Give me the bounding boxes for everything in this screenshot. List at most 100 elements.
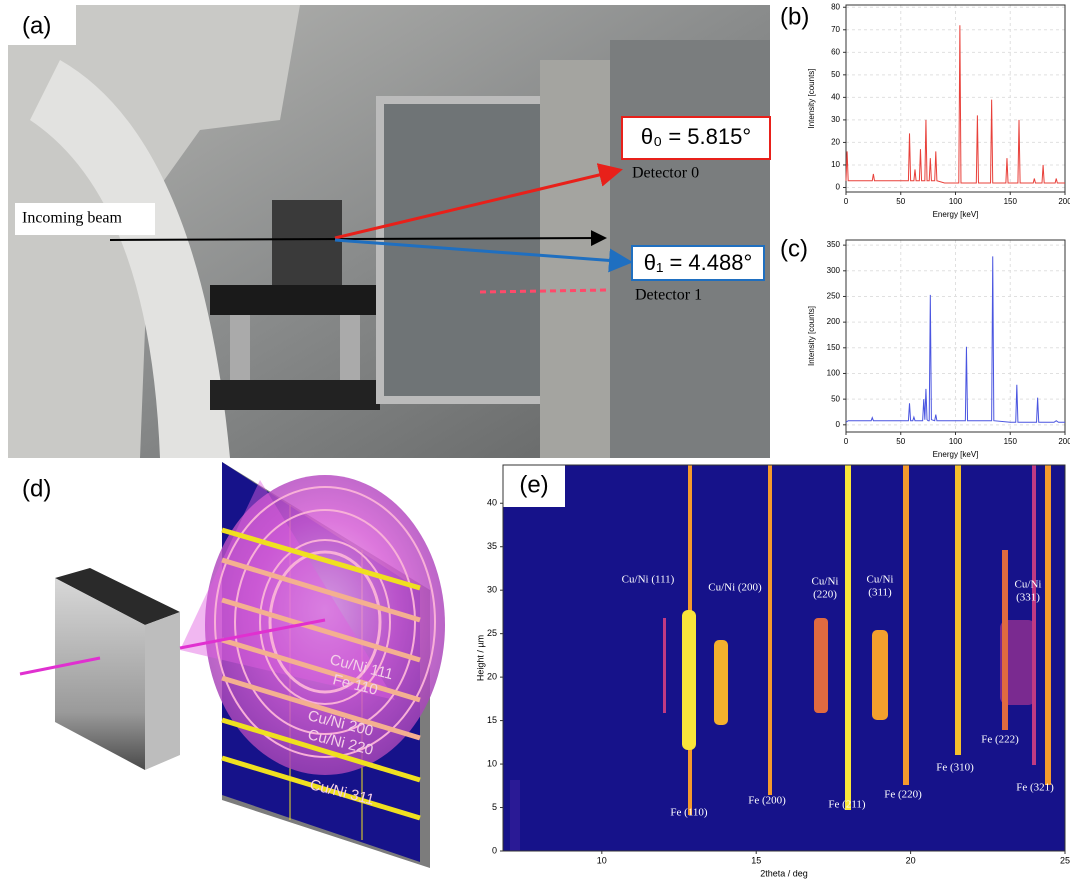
heat-streak [510, 780, 520, 851]
ring [268, 550, 382, 694]
x-tick-label: 200 [1058, 437, 1070, 446]
peak-label: Fe (222) [981, 734, 1019, 746]
photo-panel: (a) Incoming beam θ₀ = 5.815° Detector 0… [8, 5, 771, 458]
plot-frame [845, 239, 1066, 433]
slice-line [221, 557, 421, 623]
slice-line [221, 597, 421, 663]
x-tick-label: 50 [896, 437, 905, 446]
y-tick-label: 30 [487, 585, 497, 595]
peak-label: Fe (110) [670, 807, 708, 819]
y-tick-label: 15 [487, 715, 497, 725]
y-axis-label: Intensity [counts] [807, 68, 816, 128]
heat-streak [1032, 465, 1036, 765]
sample-side [145, 612, 180, 770]
slice-line [221, 755, 421, 821]
y-tick-label: 25 [487, 628, 497, 638]
x-tick-label: 20 [906, 855, 916, 865]
photo-shape [272, 200, 342, 285]
laser-line [479, 288, 611, 294]
peak-label: Cu/Ni (200) [708, 582, 762, 594]
peak-label: Cu/Ni [1015, 579, 1042, 591]
plot-frame [502, 464, 1066, 852]
y-tick-label: 150 [827, 343, 841, 352]
heat-streak [814, 618, 828, 713]
peak-label: Fe (220) [884, 789, 922, 801]
panel-label: (d) [22, 475, 51, 502]
y-tick-label: 80 [831, 2, 840, 11]
label-box [15, 203, 155, 235]
x-tick-label: 25 [1060, 855, 1070, 865]
heat-streak [872, 630, 888, 720]
y-tick-label: 200 [827, 317, 841, 326]
y-tick-label: 10 [487, 758, 497, 768]
heat-streak [768, 465, 772, 795]
panel-label: (c) [780, 235, 808, 262]
ring [214, 486, 436, 758]
x-tick-label: 150 [1004, 197, 1018, 206]
beam-arrow [109, 230, 607, 247]
x-tick-label: 100 [949, 437, 963, 446]
panel-label: (b) [780, 3, 809, 30]
diagram-panel: (d) Cu/Ni 111 Fe 110 Cu/Ni 200 Cu/Ni [19, 462, 445, 868]
x-tick-label: 50 [896, 197, 905, 206]
y-tick-label: 350 [827, 240, 841, 249]
peak-label: Fe (200) [748, 795, 786, 807]
beam-arrow [334, 238, 633, 273]
panel-label: (a) [22, 12, 51, 39]
annotation: θ₀ = 5.815° [641, 124, 751, 149]
x-axis-label: Energy [keV] [933, 450, 979, 459]
peak-label: Cu/Ni [867, 574, 894, 586]
panel-label: (e) [519, 471, 548, 498]
heatmap-image: Cu/Ni (111) Cu/Ni (200) Cu/Ni (220) Cu/N… [503, 465, 1065, 851]
y-tick-label: 70 [831, 25, 840, 34]
heat-streak [682, 610, 696, 750]
x-tick-label: 15 [751, 855, 761, 865]
label-box [8, 5, 76, 45]
plot-frame [845, 4, 1066, 193]
slice-line [221, 675, 421, 741]
y-tick-label: 5 [492, 802, 497, 812]
x-axis-label: 2theta / deg [760, 868, 808, 878]
label-box [631, 245, 765, 281]
spectrum-line [845, 256, 1065, 423]
peak-label: (220) [813, 589, 837, 601]
y-tick-label: 20 [487, 672, 497, 682]
heat-streak [663, 618, 666, 713]
heat-streak [1002, 550, 1008, 730]
annotation: Incoming beam [22, 210, 123, 227]
beam [19, 656, 101, 676]
y-tick-label: 50 [831, 70, 840, 79]
sample-top [55, 568, 180, 625]
peak-label: Fe (310) [936, 762, 974, 774]
y-tick-label: 30 [831, 115, 840, 124]
heat-streak [955, 465, 961, 755]
annotation: Detector 1 [635, 287, 702, 304]
y-tick-label: 0 [492, 845, 497, 855]
photo-shape [30, 60, 230, 458]
heat-streak [845, 465, 851, 810]
y-axis-label: Height / µm [475, 635, 485, 681]
x-tick-label: 10 [597, 855, 607, 865]
y-tick-label: 20 [831, 138, 840, 147]
x-tick-label: 100 [949, 197, 963, 206]
heatmap-background [503, 465, 1065, 851]
peak-labels: Cu/Ni (111) Cu/Ni (200) Cu/Ni (220) Cu/N… [622, 574, 1054, 819]
peak-label: Fe (211) [828, 799, 866, 811]
annotation: θ₁ = 4.488° [644, 250, 753, 275]
peak-label: Fe (321) [1016, 782, 1054, 794]
x-axis-label: Energy [keV] [933, 210, 979, 219]
beam-arrow [334, 163, 623, 240]
slice-line [221, 637, 421, 703]
heat-streak [903, 465, 909, 785]
heat-streak [1000, 620, 1036, 705]
photo-shape [340, 315, 360, 380]
y-axis-label: Intensity [counts] [807, 306, 816, 366]
ring [259, 539, 391, 705]
heat-streak [1045, 465, 1051, 785]
x-tick-label: 150 [1004, 437, 1018, 446]
diffraction-cone [205, 475, 445, 775]
peak-label: Cu/Ni [812, 576, 839, 588]
heat-streak [714, 640, 728, 725]
